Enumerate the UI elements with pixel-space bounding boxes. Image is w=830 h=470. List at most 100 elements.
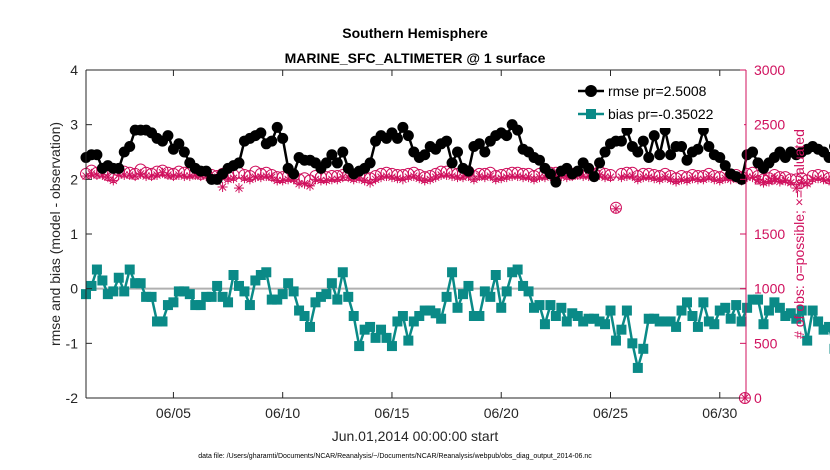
bias-point (452, 302, 463, 313)
bias-point (780, 311, 791, 321)
bias-point (233, 280, 244, 291)
bias-point (479, 286, 490, 297)
evaluated-count-mark (409, 172, 418, 180)
bias-point (168, 297, 179, 308)
bias-point (337, 267, 348, 278)
bias-point (785, 308, 796, 319)
rmse-point (326, 149, 338, 161)
bias-point (97, 275, 108, 286)
bias-point (283, 278, 294, 289)
evaluated-count-mark (623, 172, 631, 180)
evaluated-count-mark (666, 175, 675, 184)
bias-point (627, 338, 638, 349)
evaluated-count-mark (765, 177, 773, 186)
bias-point (774, 302, 785, 313)
bias-point (747, 294, 758, 305)
bias-point (113, 272, 124, 283)
bias-point (763, 305, 774, 316)
y-tick-label-right: 0 (754, 390, 762, 406)
evaluated-count-mark (786, 178, 795, 187)
rmse-point (473, 138, 485, 150)
bias-point (703, 316, 714, 327)
bias-point (239, 286, 250, 297)
evaluated-count-mark (317, 176, 325, 185)
rmse-point (233, 157, 245, 169)
bias-point (179, 286, 190, 297)
bias-point (523, 286, 534, 297)
bias-point (605, 305, 616, 316)
bias-point (184, 289, 195, 300)
rmse-point (402, 130, 414, 142)
evaluated-count-mark (278, 176, 287, 185)
bias-point (649, 313, 660, 324)
evaluated-count-mark (486, 172, 495, 180)
bias-point (135, 278, 146, 289)
bias-point (343, 291, 354, 302)
rmse-point (178, 146, 190, 158)
bias-point (212, 280, 223, 291)
bias-point (152, 316, 163, 327)
legend-rmse-marker (585, 85, 597, 97)
bias-point (474, 311, 485, 321)
rmse-point (676, 141, 688, 153)
evaluated-count-mark (770, 174, 779, 183)
bias-point (468, 311, 479, 321)
evaluated-count-mark (147, 172, 156, 180)
bias-point (348, 311, 359, 321)
bias-point (408, 316, 419, 327)
rmse-point (512, 124, 524, 136)
bias-point (354, 341, 365, 352)
y-tick-label-left: 4 (70, 62, 78, 78)
bias-point (643, 313, 654, 324)
rmse-point (637, 135, 649, 147)
rmse-point (277, 132, 289, 144)
rmse-point (714, 151, 726, 163)
evaluated-count-mark (360, 176, 369, 185)
bias-point (556, 302, 567, 313)
bias-point (157, 316, 168, 327)
rmse-point (588, 171, 600, 183)
evaluated-count-mark (694, 175, 702, 184)
y-tick-label-right: 3000 (754, 62, 785, 78)
bias-point (359, 324, 370, 335)
chart-title: Southern Hemisphere (342, 25, 488, 41)
bias-point (326, 278, 337, 289)
rmse-point (648, 130, 660, 142)
rmse-point (599, 146, 611, 158)
evaluated-count-mark (420, 176, 429, 185)
rmse-point (173, 138, 185, 150)
rmse-point (397, 121, 409, 133)
bias-point (102, 289, 113, 300)
legend-item-rmse: rmse pr=2.5008 (608, 83, 707, 99)
bias-point (742, 302, 753, 313)
y-tick-label-left: 3 (70, 117, 78, 133)
rmse-point (594, 157, 606, 169)
bias-point (91, 264, 102, 275)
rmse-point (479, 146, 491, 158)
evaluated-count-mark (338, 173, 347, 182)
evaluated-count-mark (322, 176, 331, 185)
x-tick-label: 06/20 (484, 405, 519, 421)
bias-point (365, 321, 376, 332)
bias-point (496, 302, 507, 313)
bias-point (425, 305, 436, 316)
bias-point (501, 286, 512, 297)
bias-point (725, 313, 736, 324)
evaluated-count-mark (251, 173, 260, 182)
rmse-point (615, 135, 627, 147)
bias-point (632, 362, 643, 373)
evaluated-count-mark (628, 172, 637, 180)
evaluated-count-mark (136, 170, 145, 178)
bias-point (321, 289, 332, 300)
bias-point (206, 291, 217, 302)
bias-point (550, 311, 561, 321)
evaluated-count-mark (235, 184, 243, 192)
bias-point (714, 305, 725, 316)
bias-point (692, 321, 703, 332)
bias-point (529, 302, 540, 313)
rmse-point (255, 127, 267, 139)
bias-point (698, 297, 709, 308)
bias-point (108, 286, 119, 297)
y-tick-label-left: 0 (70, 281, 78, 297)
